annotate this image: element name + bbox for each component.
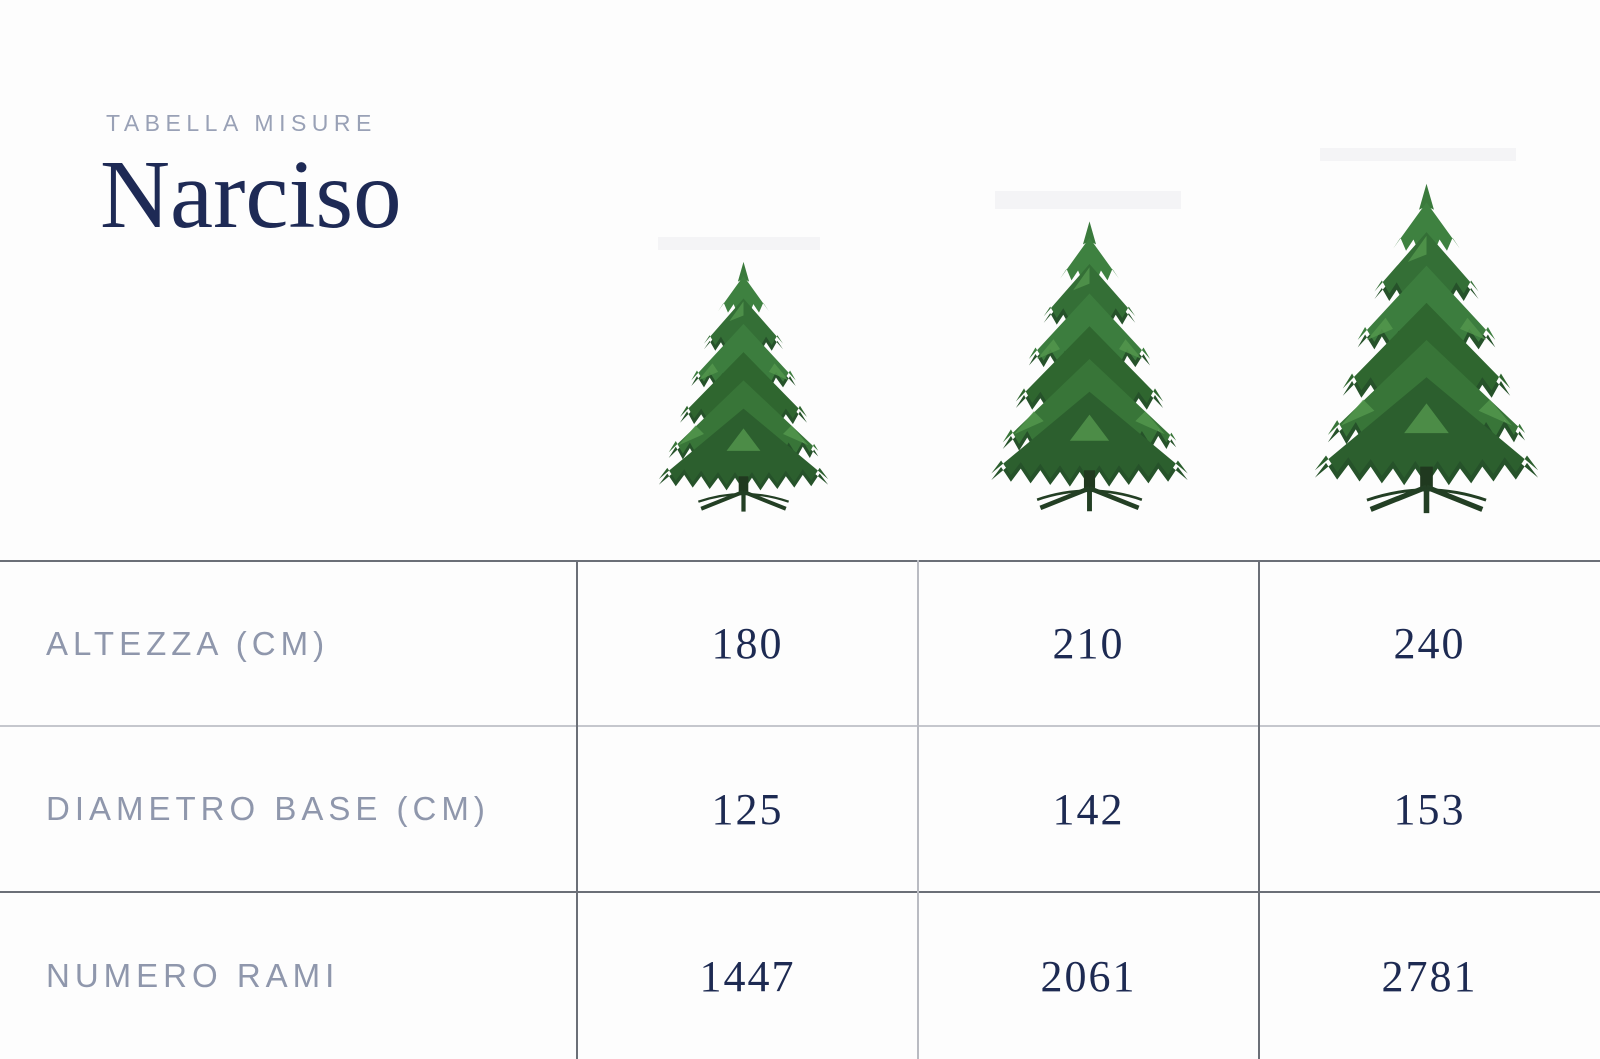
christmas-tree-icon — [1311, 180, 1542, 515]
cell-rami-2781: 2781 — [1381, 951, 1478, 1001]
cell-altezza-240: 240 — [1393, 619, 1466, 668]
cell-diametro-142: 142 — [1052, 784, 1125, 834]
page-title: Narciso — [100, 141, 402, 248]
christmas-tree-icon — [988, 218, 1191, 513]
photo-background-artifact — [1320, 148, 1516, 161]
table-divider-horizontal — [0, 560, 1600, 562]
photo-background-artifact — [658, 237, 820, 250]
eyebrow-tabella-misure: TABELLA MISURE — [106, 110, 377, 136]
table-divider-vertical — [576, 560, 578, 1059]
table-divider-vertical — [917, 560, 919, 1059]
christmas-tree-image-180 — [656, 259, 831, 513]
cell-rami-2061: 2061 — [1040, 951, 1137, 1001]
cell-altezza-210: 210 — [1052, 619, 1125, 668]
table-divider-horizontal — [0, 725, 1600, 727]
cell-diametro-125: 125 — [711, 784, 784, 834]
cell-altezza-180: 180 — [711, 619, 784, 668]
row-label-numero-rami: NUMERO RAMI — [46, 957, 340, 994]
table-divider-horizontal — [0, 891, 1600, 893]
cell-diametro-153: 153 — [1393, 784, 1466, 834]
row-label-diametro-base: DIAMETRO BASE (CM) — [46, 790, 490, 827]
christmas-tree-image-210 — [988, 218, 1191, 513]
cell-rami-1447: 1447 — [699, 951, 796, 1001]
christmas-tree-image-240 — [1311, 180, 1542, 515]
table-divider-vertical — [1258, 560, 1260, 1059]
row-label-altezza: ALTEZZA (CM) — [46, 624, 330, 662]
christmas-tree-icon — [656, 259, 831, 513]
photo-background-artifact — [995, 191, 1181, 209]
